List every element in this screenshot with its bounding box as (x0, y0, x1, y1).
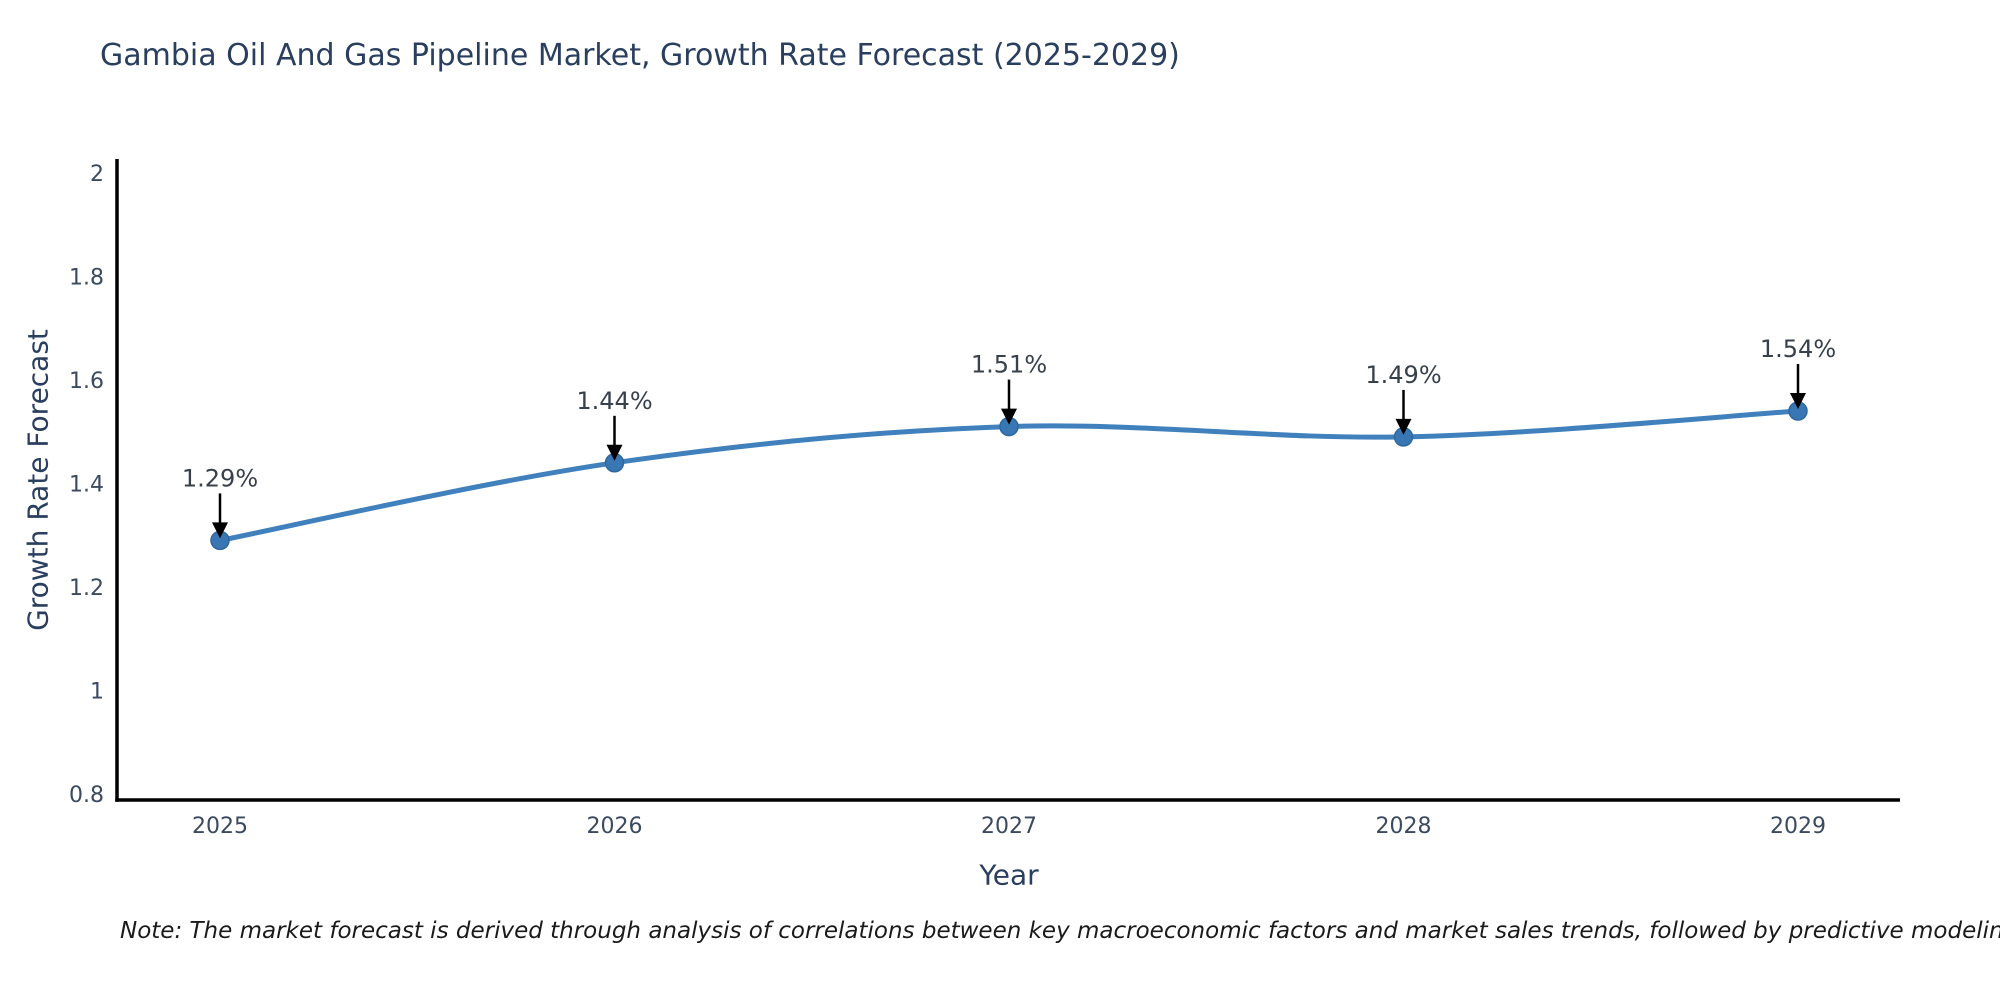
y-tick-label: 1.4 (69, 473, 104, 498)
x-tick-label: 2029 (1770, 814, 1826, 839)
y-tick-label: 1 (90, 680, 104, 705)
annotation-arrowhead-icon (1395, 418, 1412, 435)
x-tick-label: 2028 (1376, 814, 1432, 839)
data-point-label: 1.54% (1760, 335, 1836, 363)
chart-title: Gambia Oil And Gas Pipeline Market, Grow… (100, 38, 1180, 73)
y-tick-label: 1.8 (69, 266, 104, 291)
data-point-label: 1.44% (576, 387, 652, 415)
y-tick-label: 1.2 (69, 576, 104, 601)
data-point-label: 1.29% (182, 464, 258, 492)
footnote: Note: The market forecast is derived thr… (120, 918, 2000, 944)
x-tick-label: 2025 (192, 814, 248, 839)
annotation-arrowhead-icon (212, 522, 228, 539)
annotation-arrowhead-icon (1001, 408, 1017, 425)
y-tick-label: 2 (90, 162, 104, 187)
data-point-label: 1.51% (971, 351, 1047, 379)
x-tick-label: 2026 (587, 814, 643, 839)
annotation-arrowhead-icon (606, 444, 623, 461)
y-tick-label: 1.6 (69, 369, 104, 394)
data-point-label: 1.49% (1365, 361, 1441, 389)
annotation-arrowhead-icon (1790, 393, 1806, 410)
x-tick-label: 2027 (981, 814, 1037, 839)
x-axis-title: Year (979, 858, 1039, 892)
y-tick-label: 0.8 (69, 783, 104, 808)
